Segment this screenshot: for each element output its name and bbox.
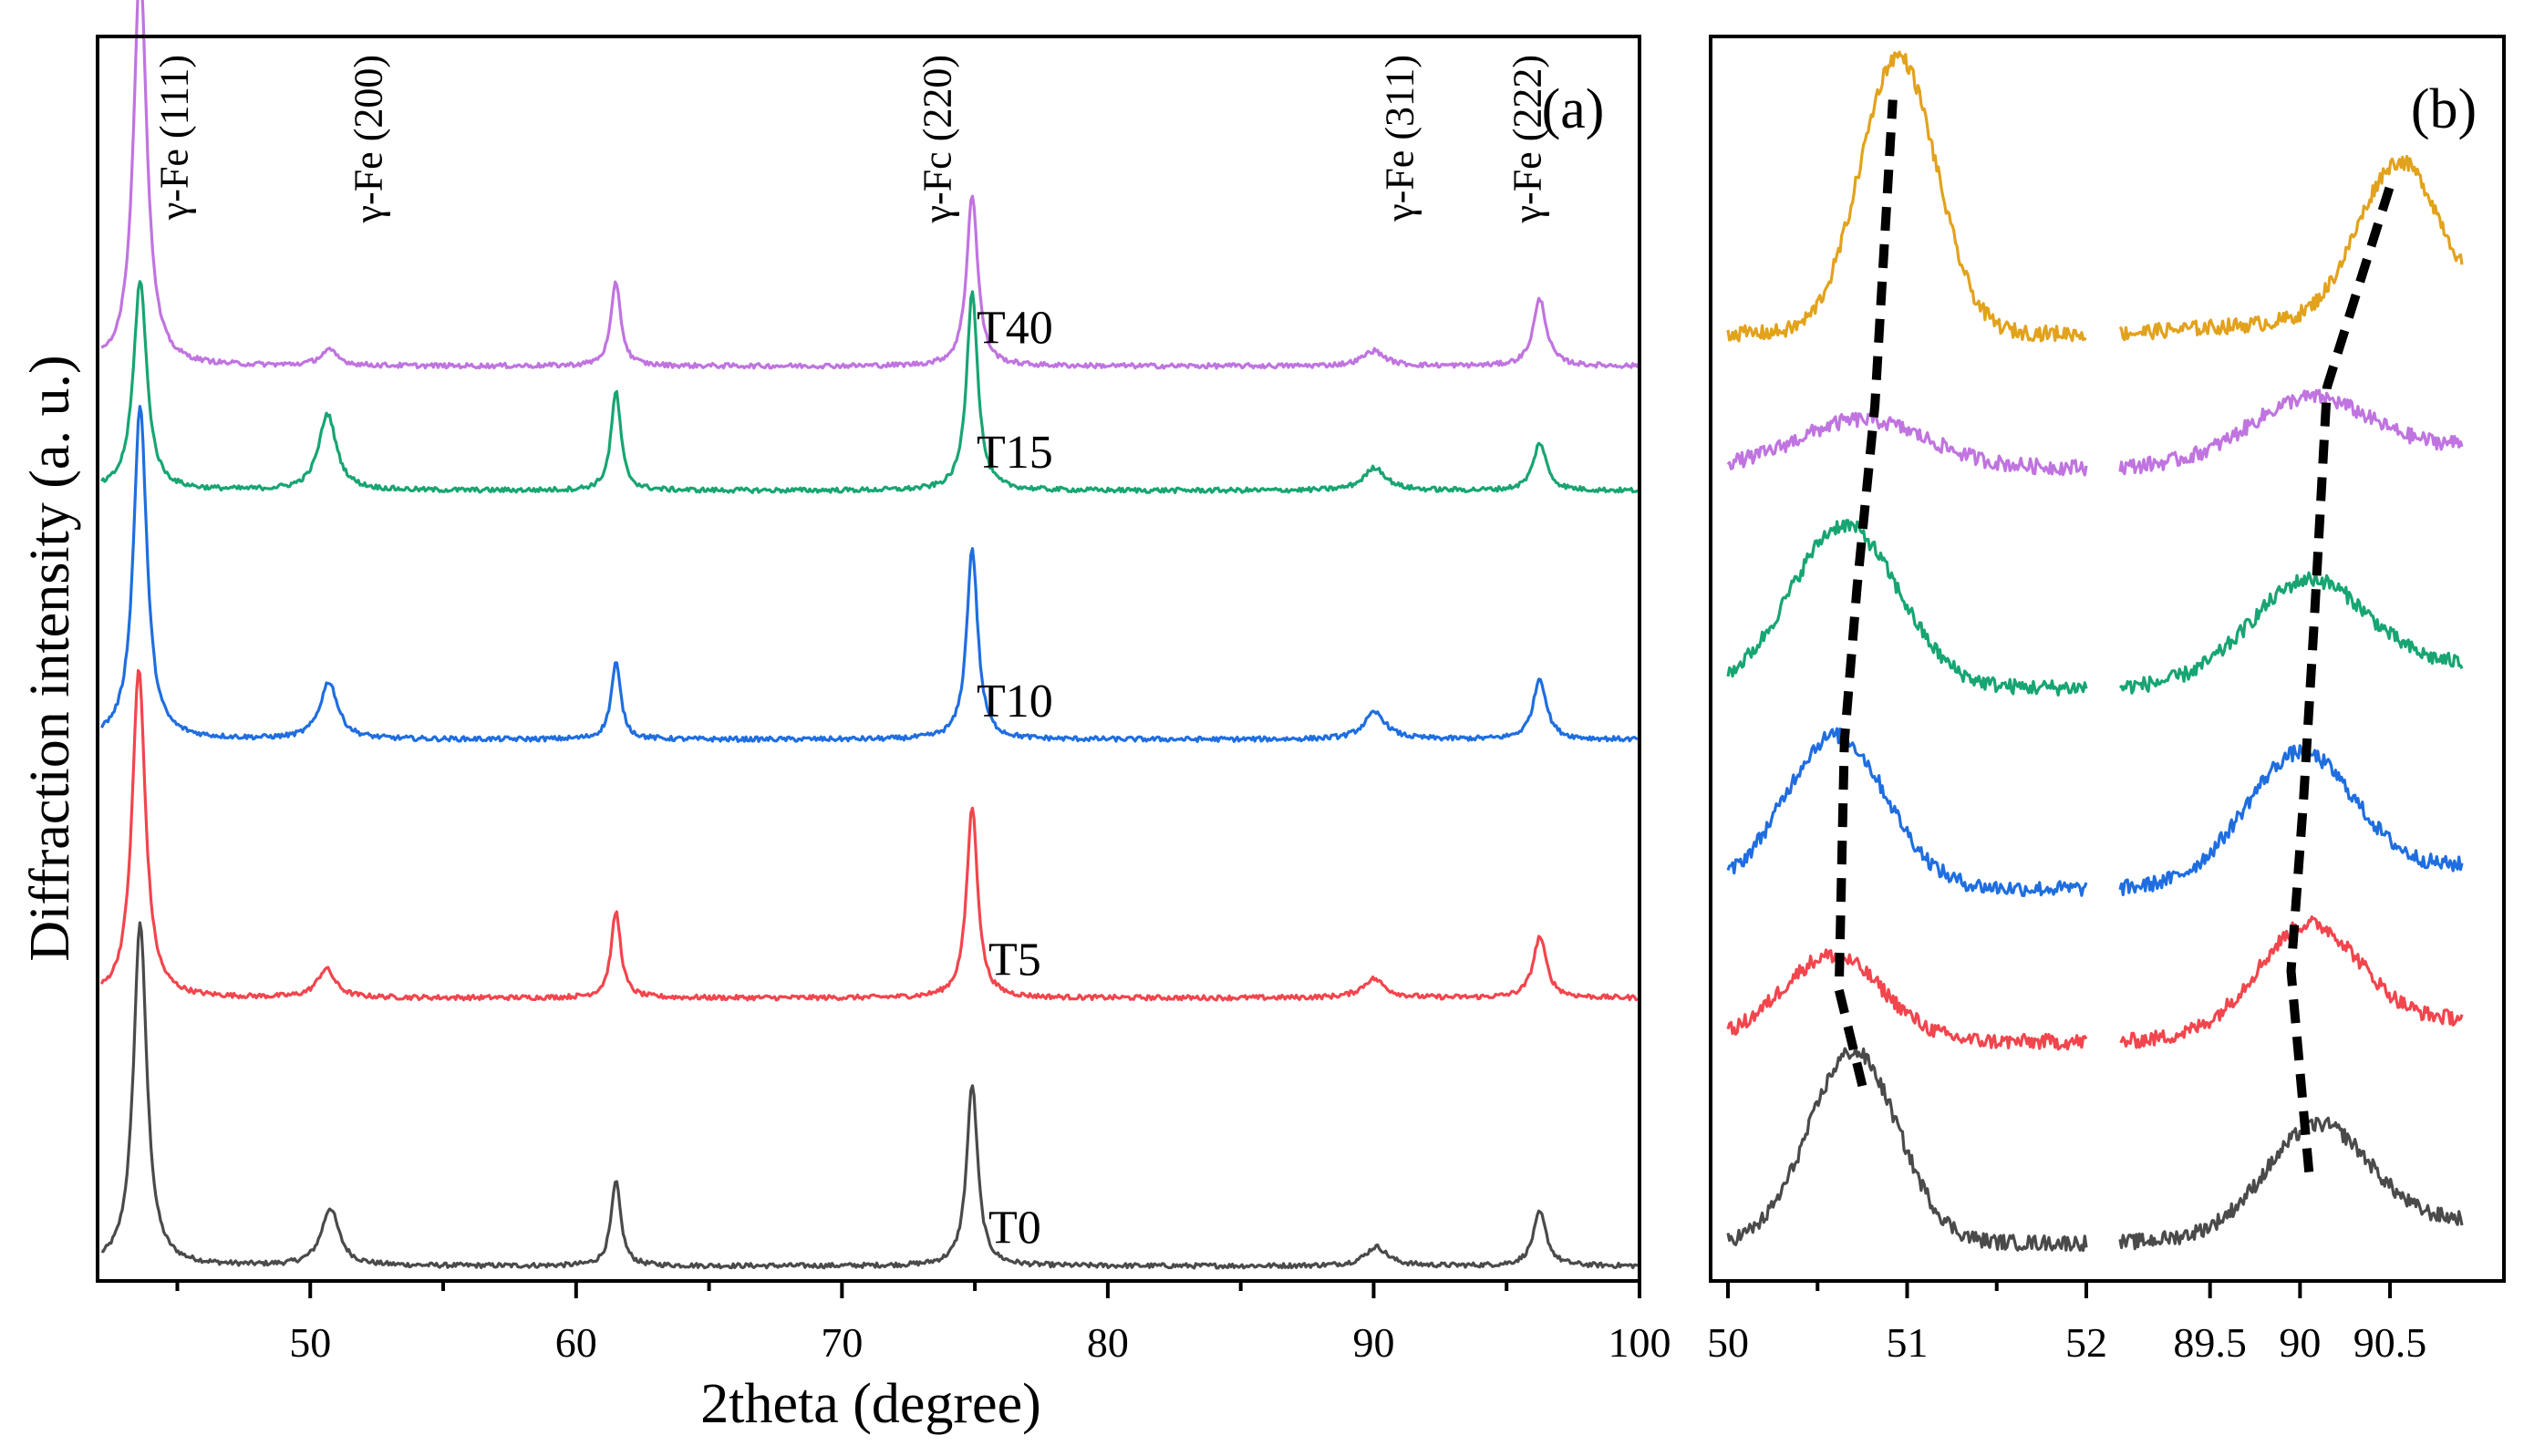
panel-a-trace-t5 — [99, 668, 1639, 1002]
panel-a-peak-labels: γ-Fe (111) γ-Fe (200) γ-Fc (220) γ-Fe (311)… — [152, 55, 1550, 223]
panel-b-trace-t40-311 — [2118, 388, 2464, 476]
panel-a-x-tick-label: 70 — [821, 1319, 863, 1366]
panel-b-x-tick-label: 90 — [2279, 1319, 2321, 1366]
panel-a-x-tick-label: 60 — [555, 1319, 597, 1366]
peak-label: γ-Fe (111) — [152, 55, 197, 221]
panel-a-y-axis-label: Diffraction intensity (a. u.) — [19, 355, 81, 961]
panel-a-trace-t40 — [100, 0, 1640, 370]
panel-b-peak-shift-guide — [1834, 99, 1898, 1088]
panel-b-x-tick-label: 90.5 — [2353, 1319, 2427, 1366]
peak-label: γ-Fe (222) — [1505, 55, 1550, 223]
panel-a-trace-t15 — [100, 280, 1639, 494]
panel-a-traces — [99, 0, 1640, 1270]
peak-label: γ-Fc (220) — [915, 55, 959, 223]
panel-b-trace-t40-200 — [1726, 411, 2088, 477]
panel-b-trace-t10-311 — [2118, 743, 2464, 896]
panel-b-x-tick-label: 51 — [1887, 1319, 1929, 1366]
panel-a-x-axis-label: 2theta (degree) — [700, 1373, 1040, 1435]
panel-a-trace-t0 — [100, 921, 1639, 1270]
panel-a-x-tick-label: 80 — [1087, 1319, 1129, 1366]
curve-label-t5: T5 — [988, 935, 1041, 986]
panel-b-traces — [1726, 50, 2464, 1253]
panel-b-trace-t5-200 — [1726, 948, 2088, 1051]
panel-b-trace-t0-200 — [1726, 1046, 2088, 1253]
panel-b-trace-t60-200 — [1726, 50, 2087, 343]
panel-b-x-tick-label: 50 — [1707, 1319, 1749, 1366]
peak-label: γ-Fe (200) — [346, 55, 390, 223]
panel-b-trace-t15-311 — [2118, 571, 2464, 695]
panel-b: 50 51 52 89.5 90 90.5 (b) — [1707, 35, 2506, 1366]
curve-label-t15: T15 — [977, 427, 1053, 479]
curve-label-t40: T40 — [977, 303, 1053, 355]
panel-b-peak-shift-guide — [2286, 184, 2395, 1172]
panel-b-trace-t0-311 — [2118, 1116, 2464, 1251]
panel-a-letter: (a) — [1542, 78, 1605, 140]
panel-b-x-ticks: 50 51 52 89.5 90 90.5 — [1707, 1281, 2426, 1366]
panel-a-frame — [96, 35, 1641, 1283]
panel-a-curve-labels: T60T40T15T10T5T0 — [977, 303, 1053, 1255]
panel-b-trace-t60-311 — [2118, 154, 2464, 342]
panel-b-letter: (b) — [2411, 78, 2477, 140]
panel-b-frame — [1709, 35, 2506, 1283]
panel-b-trace-t10-200 — [1726, 727, 2088, 897]
panel-a-x-tick-label: 50 — [289, 1319, 331, 1366]
peak-label: γ-Fe (311) — [1378, 55, 1422, 222]
curve-label-t10: T10 — [977, 676, 1053, 728]
panel-a-x-tick-label: 90 — [1352, 1319, 1394, 1366]
curve-label-t0: T0 — [988, 1203, 1041, 1255]
panel-a-trace-t10 — [99, 405, 1639, 743]
panel-b-x-tick-label: 89.5 — [2173, 1319, 2247, 1366]
panel-a-x-tick-label: 100 — [1609, 1319, 1671, 1366]
panel-b-trace-t15-200 — [1726, 519, 2088, 697]
panel-b-shift-guides — [1834, 99, 2395, 1172]
panel-b-x-tick-label: 52 — [2065, 1319, 2107, 1366]
panel-a-x-ticks: 50 60 70 80 90 100 — [175, 1281, 1671, 1366]
